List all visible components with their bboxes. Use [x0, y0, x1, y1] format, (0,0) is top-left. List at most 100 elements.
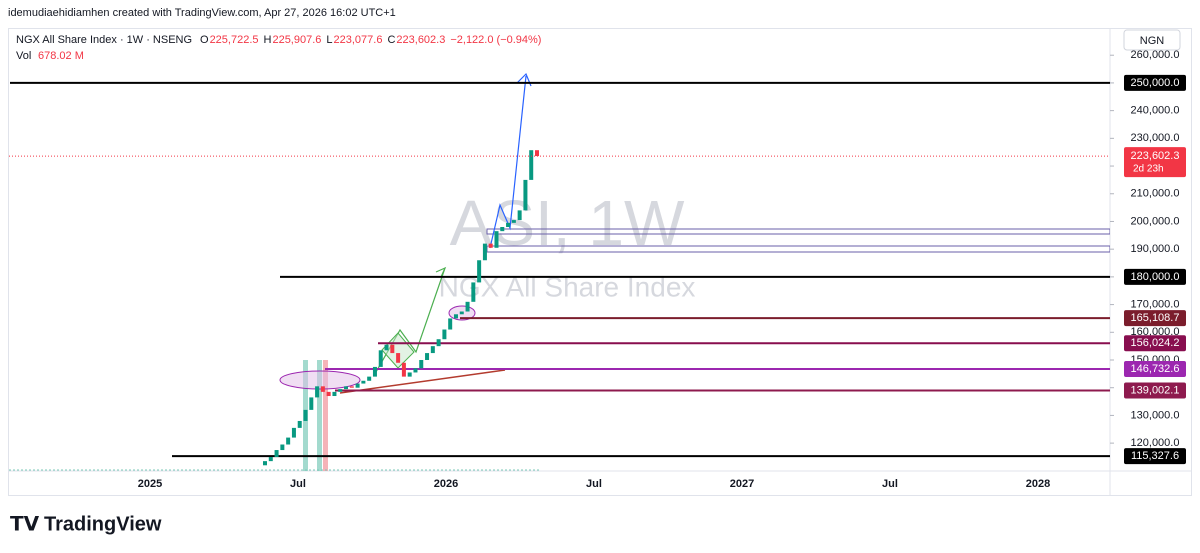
candle — [396, 353, 401, 363]
highlight-bar — [317, 360, 322, 471]
legend-value: 225,722.5 — [210, 34, 259, 46]
candle — [297, 420, 302, 428]
y-tick-label: 200,000.0 — [1131, 215, 1180, 227]
highlight-bar — [323, 360, 328, 471]
candle — [320, 386, 325, 392]
trend-line — [339, 369, 506, 394]
candle — [413, 368, 418, 373]
level-tag — [1124, 361, 1186, 378]
candle — [355, 383, 360, 388]
y-tick-label: 120,000.0 — [1131, 437, 1180, 449]
level-label: 250,000.0 — [1131, 77, 1180, 89]
countdown: 2d 23h — [1133, 164, 1164, 175]
legend-key: H — [264, 34, 272, 46]
candle — [430, 346, 435, 354]
y-tick-label: 190,000.0 — [1131, 243, 1180, 255]
candle — [303, 409, 308, 421]
zone-rect — [486, 245, 1110, 253]
candle — [361, 380, 366, 384]
candle — [482, 243, 487, 261]
candle — [535, 150, 539, 157]
currency-box[interactable] — [1123, 29, 1181, 51]
candle — [326, 391, 331, 397]
level-label: 146,732.6 — [1131, 363, 1180, 375]
x-tick-label: 2025 — [138, 478, 162, 490]
y-tick-label: 130,000.0 — [1131, 409, 1180, 421]
footer-logo: TradingView — [44, 513, 162, 535]
y-tick-label: 210,000.0 — [1131, 188, 1180, 200]
level-label: 156,024.2 — [1131, 337, 1180, 349]
legend-key: O — [200, 34, 209, 46]
candle — [453, 314, 458, 319]
legend-vol-label: Vol — [16, 50, 31, 62]
candle — [349, 386, 354, 388]
candle — [372, 366, 377, 377]
level-label: 139,002.1 — [1131, 384, 1180, 396]
candle — [280, 444, 285, 451]
candle — [442, 329, 447, 340]
legend-key: C — [387, 34, 395, 46]
legend-key: L — [326, 34, 332, 46]
x-tick-label: Jul — [882, 478, 898, 490]
candle — [268, 456, 273, 462]
candle — [315, 386, 320, 398]
x-tick-label: Jul — [586, 478, 602, 490]
level-tag — [1124, 310, 1186, 327]
currency[interactable]: NGN — [1140, 35, 1165, 47]
candle — [274, 450, 279, 457]
candle — [488, 243, 493, 248]
candle — [378, 350, 383, 367]
legend-value: 223,077.6 — [334, 34, 383, 46]
diamond — [381, 332, 415, 369]
legend-change: −2,122.0 (−0.94%) — [450, 34, 541, 46]
candle — [338, 389, 343, 392]
last-price-tag — [1124, 147, 1186, 178]
legend-ohlc: O 225,722.5 H 225,907.6 L 223,077.6 C 223,602.3… — [200, 34, 541, 46]
arrowhead — [435, 266, 447, 278]
candle — [407, 372, 412, 377]
level-label: 115,327.6 — [1131, 450, 1179, 462]
level-label: 165,108.7 — [1131, 312, 1180, 324]
candle — [401, 362, 406, 377]
x-tick-label: 2027 — [730, 478, 754, 490]
legend-vol: 678.02 M — [38, 50, 84, 62]
candle — [344, 386, 349, 390]
candle — [517, 210, 522, 221]
candle — [384, 344, 389, 351]
candle — [425, 353, 430, 360]
credit: idemudiaehidiamhen created with TradingV… — [8, 7, 396, 19]
plot — [9, 72, 1110, 471]
ellipse — [279, 370, 361, 390]
legend-symbol: NGX All Share Index · 1W · NSENG — [16, 34, 192, 46]
last-price-label: 223,602.3 — [1131, 150, 1180, 162]
y-tick-label: 160,000.0 — [1131, 326, 1180, 338]
candle — [494, 231, 499, 248]
legend-value: 223,602.3 — [396, 34, 445, 46]
zone-rect — [486, 228, 1110, 235]
candle — [332, 391, 337, 397]
y-tick-label: 260,000.0 — [1131, 49, 1180, 61]
candle — [309, 397, 314, 410]
candle — [436, 339, 441, 347]
x-tick-label: Jul — [290, 478, 306, 490]
level-tag — [1124, 74, 1186, 91]
candle — [465, 301, 470, 312]
candle — [286, 437, 291, 445]
candle — [419, 360, 424, 369]
chart-frame — [8, 28, 1192, 496]
legend-value: 225,907.6 — [272, 34, 321, 46]
x-tick-label: 2028 — [1026, 478, 1050, 490]
candle — [263, 461, 267, 466]
candle — [500, 227, 505, 232]
x-tick-label: 2026 — [434, 478, 458, 490]
candle — [471, 282, 476, 302]
candle — [291, 427, 296, 438]
level-tag — [1124, 335, 1186, 352]
candle — [529, 150, 534, 180]
candle — [506, 222, 511, 228]
candle — [367, 376, 372, 381]
logo-mark: 𝗧𝗩 — [10, 513, 40, 535]
candle — [523, 179, 528, 211]
candle — [511, 220, 516, 223]
